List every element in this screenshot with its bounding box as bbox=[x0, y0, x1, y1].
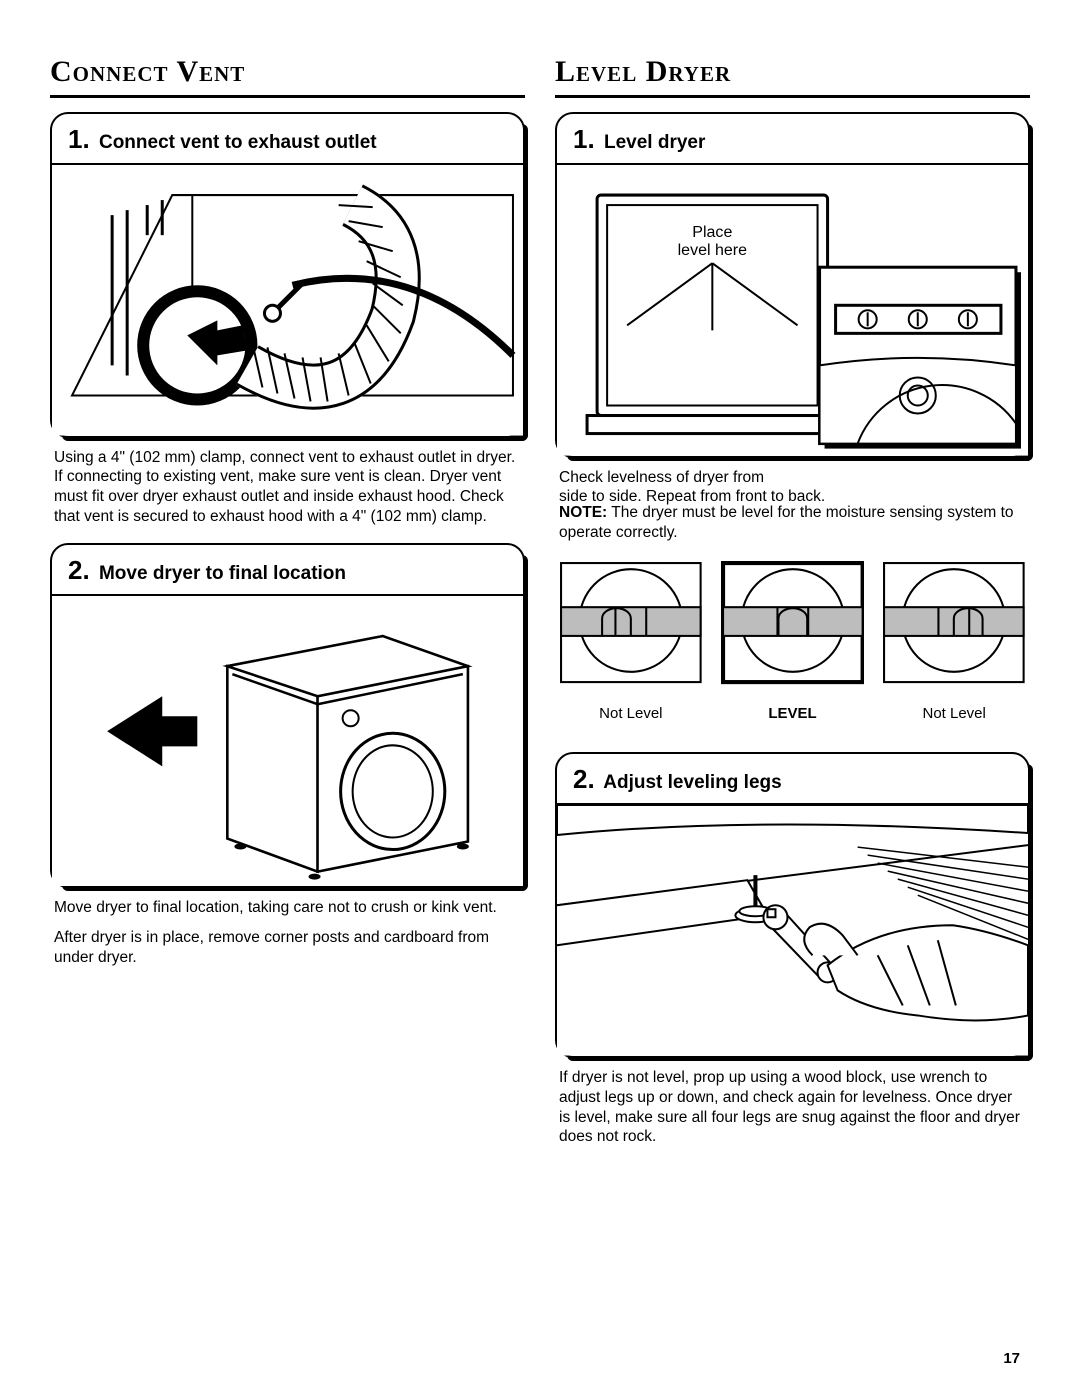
illus-move-dryer bbox=[52, 596, 523, 887]
section-rule-left bbox=[50, 95, 525, 98]
step1-text: Using a 4" (102 mm) clamp, connect vent … bbox=[54, 448, 521, 527]
step2-num: 2. bbox=[68, 555, 90, 585]
step2-text1: Move dryer to final location, taking car… bbox=[54, 898, 521, 918]
step1-label: Connect vent to exhaust outlet bbox=[99, 132, 377, 153]
step1-num: 1. bbox=[68, 124, 90, 154]
section-title-left: Connect Vent bbox=[50, 55, 525, 89]
r-step2-title: 2. Adjust leveling legs bbox=[557, 754, 1028, 805]
step-connect-vent: 1. Connect vent to exhaust outlet bbox=[50, 112, 525, 438]
r-step1-num: 1. bbox=[573, 124, 595, 154]
left-column: Connect Vent 1. Connect vent to exhaust … bbox=[50, 55, 525, 1163]
r-step2-num: 2. bbox=[573, 764, 595, 794]
step2-title: 2. Move dryer to final location bbox=[52, 545, 523, 596]
r-step1-text: Check levelness of dryer from side to si… bbox=[559, 468, 1026, 508]
section-rule-right bbox=[555, 95, 1030, 98]
right-column: Level Dryer 1. Level dryer Place level h… bbox=[555, 55, 1030, 1163]
level-indicators: Not Level LEVEL bbox=[559, 561, 1026, 722]
step-adjust-legs: 2. Adjust leveling legs bbox=[555, 752, 1030, 1058]
step2-text2: After dryer is in place, remove corner p… bbox=[54, 928, 521, 968]
page-number: 17 bbox=[1003, 1350, 1020, 1367]
lvl-cap-3: Not Level bbox=[882, 705, 1026, 722]
place-label-1: Place bbox=[692, 223, 732, 241]
level-not-right: Not Level bbox=[882, 561, 1026, 722]
section-title-right: Level Dryer bbox=[555, 55, 1030, 89]
step-level-dryer: 1. Level dryer Place level here bbox=[555, 112, 1030, 458]
level-center: LEVEL bbox=[721, 561, 865, 722]
step2-label: Move dryer to final location bbox=[99, 563, 346, 584]
illus-vent-connect bbox=[52, 165, 523, 436]
illus-level-dryer: Place level here bbox=[557, 165, 1028, 456]
page-columns: Connect Vent 1. Connect vent to exhaust … bbox=[50, 55, 1030, 1163]
lvl-cap-2: LEVEL bbox=[721, 705, 865, 722]
r-step1-note: NOTE: The dryer must be level for the mo… bbox=[559, 503, 1026, 543]
step1-title: 1. Connect vent to exhaust outlet bbox=[52, 114, 523, 165]
r-step1-label: Level dryer bbox=[604, 132, 705, 153]
r-step2-text: If dryer is not level, prop up using a w… bbox=[559, 1068, 1026, 1147]
place-label-2: level here bbox=[678, 241, 748, 259]
illus-adjust-legs bbox=[557, 805, 1028, 1056]
r-step2-label: Adjust leveling legs bbox=[603, 772, 781, 793]
step-move-dryer: 2. Move dryer to final location bbox=[50, 543, 525, 889]
level-not-left: Not Level bbox=[559, 561, 703, 722]
r-step1-title: 1. Level dryer bbox=[557, 114, 1028, 165]
note-label: NOTE: bbox=[559, 504, 607, 521]
lvl-cap-1: Not Level bbox=[559, 705, 703, 722]
